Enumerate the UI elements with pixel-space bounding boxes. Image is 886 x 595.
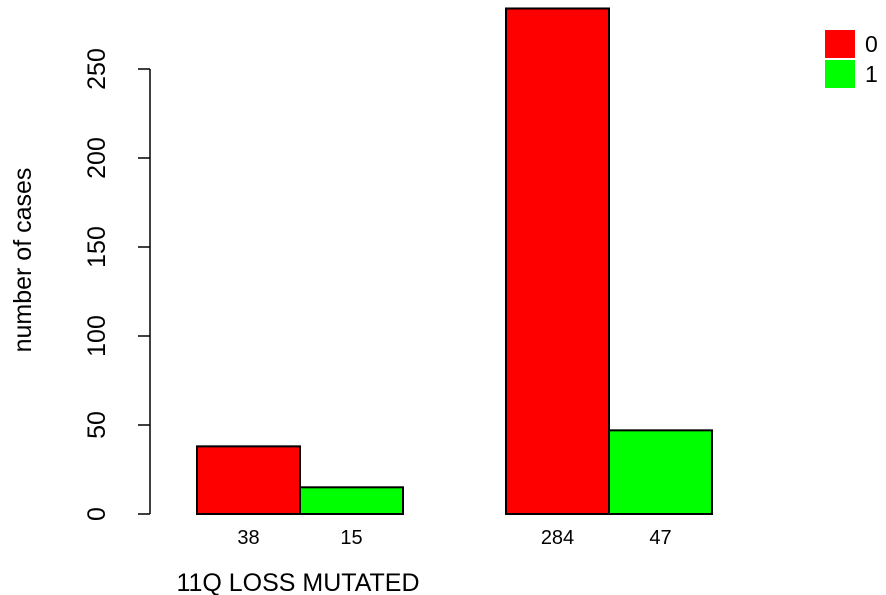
bar-value-label: 38 (237, 527, 259, 549)
legend-label: 1 (865, 61, 878, 87)
legend-label: 0 (865, 31, 878, 57)
y-axis-label: number of cases (9, 168, 37, 353)
bars (196, 7, 713, 515)
bar-value-label: 47 (649, 527, 671, 549)
bar (299, 486, 404, 515)
y-tick-label: 50 (83, 411, 111, 439)
bar (196, 445, 301, 515)
bar-value-label: 15 (340, 527, 362, 549)
y-tick-label: 250 (83, 48, 111, 90)
bar-labels: 38 15 284 47 (237, 527, 671, 549)
y-tick-label: 150 (83, 226, 111, 268)
y-tick-label: 0 (83, 507, 111, 521)
y-tick-label: 100 (83, 315, 111, 357)
x-axis-label: 11Q LOSS MUTATED (176, 569, 419, 595)
bar (505, 7, 610, 515)
legend-swatch (825, 60, 855, 88)
bar (608, 429, 713, 515)
legend-swatch (825, 30, 855, 58)
y-tick-label: 200 (83, 137, 111, 179)
legend: 01 (825, 30, 878, 88)
y-axis: 0 50 100 150 200 250 (83, 48, 151, 521)
bar-value-label: 284 (541, 527, 574, 549)
